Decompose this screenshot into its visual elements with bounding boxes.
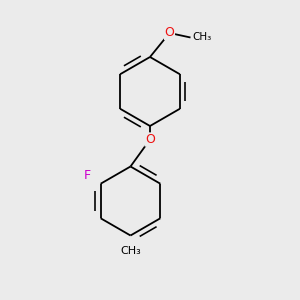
- Text: F: F: [83, 169, 91, 182]
- Text: CH₃: CH₃: [192, 32, 211, 43]
- Text: O: O: [165, 26, 174, 40]
- Text: CH₃: CH₃: [120, 246, 141, 256]
- Text: O: O: [145, 133, 155, 146]
